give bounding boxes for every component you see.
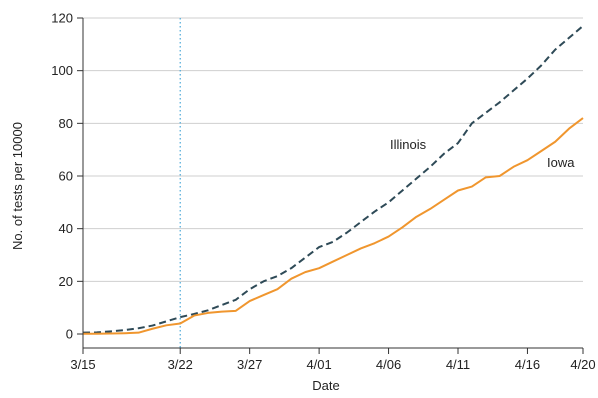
y-tick-label: 20 xyxy=(59,274,73,289)
series-line-iowa xyxy=(83,117,584,335)
y-axis-title: No. of tests per 10000 xyxy=(10,122,25,250)
y-tick-label: 40 xyxy=(59,221,73,236)
x-tick-label: 3/27 xyxy=(237,357,262,372)
x-tick-label: 4/01 xyxy=(306,357,331,372)
x-tick-label: 4/06 xyxy=(376,357,401,372)
x-axis-title: Date xyxy=(312,378,339,393)
y-tick-label: 60 xyxy=(59,169,73,184)
series-label-illinois: Illinois xyxy=(390,137,427,152)
x-axis-ticks: 3/15 3/22 3/27 4/01 4/06 4/11 4/16 4/20 xyxy=(70,348,596,372)
x-tick-label: 3/15 xyxy=(70,357,95,372)
series-label-iowa: Iowa xyxy=(547,155,575,170)
y-tick-label: 100 xyxy=(51,63,73,78)
y-tick-label: 0 xyxy=(66,327,73,342)
series-group xyxy=(82,25,584,335)
y-tick-label: 80 xyxy=(59,116,73,131)
series-line-illinois xyxy=(82,25,584,334)
x-tick-label: 4/11 xyxy=(446,357,470,372)
y-axis-ticks: 0 20 40 60 80 100 120 xyxy=(51,11,83,342)
axes xyxy=(82,18,583,349)
x-tick-label: 3/22 xyxy=(168,357,193,372)
y-tick-label: 120 xyxy=(51,11,73,26)
x-tick-label: 4/16 xyxy=(515,357,540,372)
grid xyxy=(83,17,583,282)
x-tick-label: 4/20 xyxy=(570,357,595,372)
